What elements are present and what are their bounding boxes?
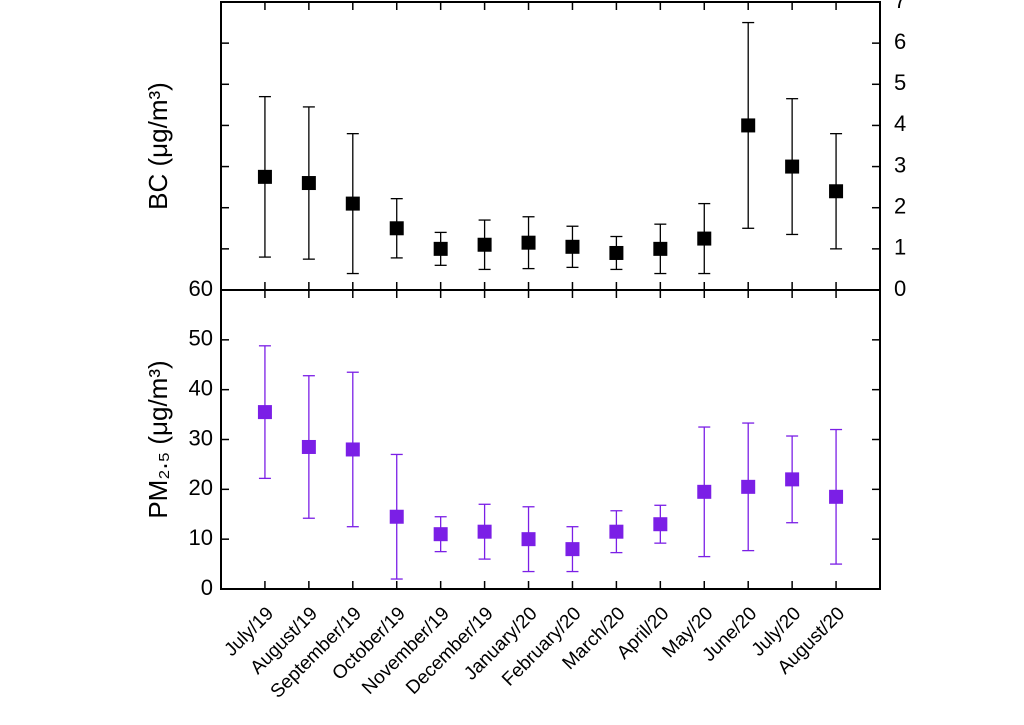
marker — [609, 524, 624, 539]
marker — [785, 159, 800, 174]
top-frame — [220, 1, 881, 291]
y-tick-label: 5 — [894, 70, 906, 95]
y-tick-label: 30 — [189, 425, 213, 450]
marker — [741, 479, 756, 494]
y-tick-label: 20 — [189, 475, 213, 500]
marker — [477, 524, 492, 539]
marker — [389, 221, 404, 236]
y-tick-label: 50 — [189, 326, 213, 351]
bottom-frame — [220, 289, 881, 590]
marker — [477, 237, 492, 252]
marker — [301, 176, 316, 191]
marker — [521, 532, 536, 547]
marker — [697, 231, 712, 246]
marker — [697, 484, 712, 499]
marker — [257, 405, 272, 420]
y-tick-label: 1 — [894, 235, 906, 260]
y-tick-label: 4 — [894, 111, 906, 136]
y-tick-label: 0 — [201, 575, 213, 600]
marker — [741, 118, 756, 133]
marker — [653, 517, 668, 532]
y-axis-label: PM₂.₅ (μg/m³) — [143, 360, 173, 518]
marker — [829, 489, 844, 504]
y-tick-label: 2 — [894, 194, 906, 219]
y-tick-label: 10 — [189, 525, 213, 550]
marker — [301, 439, 316, 454]
marker — [785, 472, 800, 487]
y-tick-label: 60 — [189, 276, 213, 301]
marker — [257, 169, 272, 184]
y-tick-label: 7 — [894, 0, 906, 13]
marker — [829, 184, 844, 199]
marker — [565, 542, 580, 557]
y-tick-label: 6 — [894, 29, 906, 54]
marker — [433, 527, 448, 542]
y-tick-label: 0 — [894, 276, 906, 301]
y-axis-label: BC (μg/m³) — [143, 82, 173, 210]
marker — [609, 245, 624, 260]
y-tick-label: 3 — [894, 152, 906, 177]
marker — [565, 239, 580, 254]
marker — [389, 509, 404, 524]
marker — [345, 196, 360, 211]
marker — [433, 241, 448, 256]
marker — [653, 241, 668, 256]
marker — [345, 442, 360, 457]
marker — [521, 235, 536, 250]
y-tick-label: 40 — [189, 375, 213, 400]
